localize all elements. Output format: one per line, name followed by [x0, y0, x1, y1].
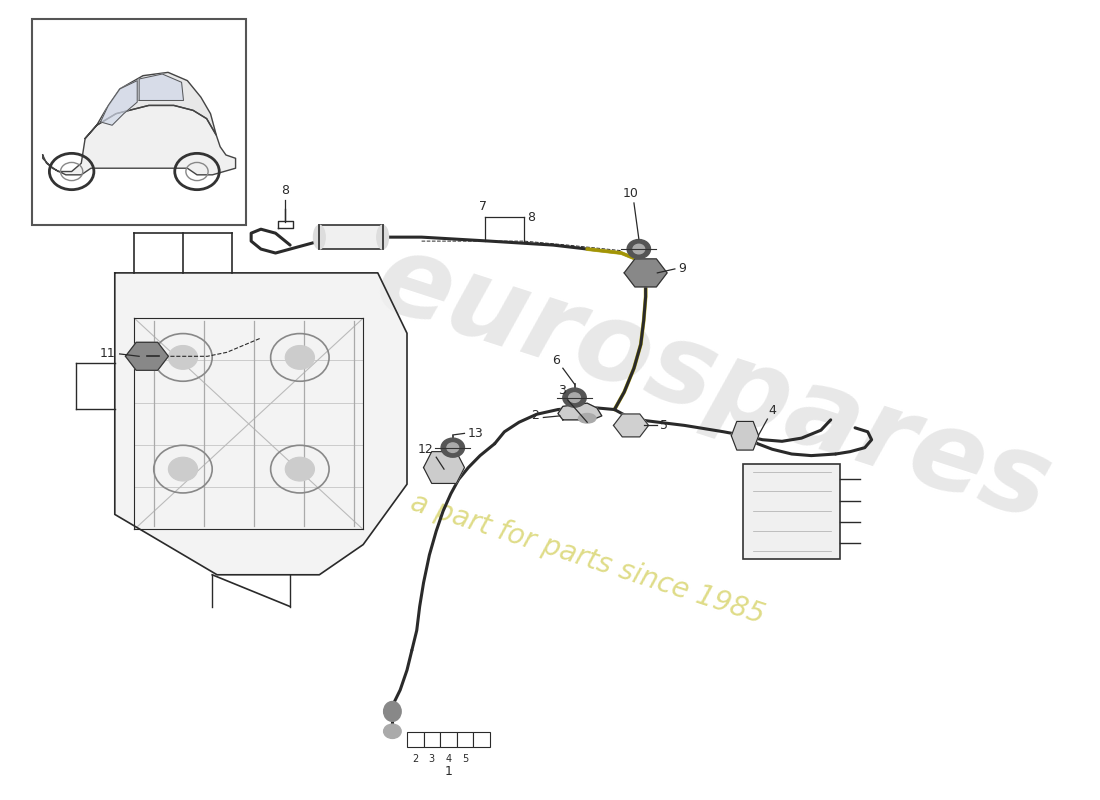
Ellipse shape	[384, 724, 402, 738]
Text: 10: 10	[623, 186, 639, 200]
Text: 4: 4	[446, 754, 451, 763]
Text: 11: 11	[100, 347, 116, 361]
Bar	[32, 18, 246, 226]
Polygon shape	[85, 72, 217, 138]
Circle shape	[285, 457, 315, 481]
Polygon shape	[100, 81, 138, 126]
Text: 1: 1	[444, 765, 452, 778]
Text: 5: 5	[660, 419, 668, 432]
Text: 3: 3	[558, 384, 565, 397]
Text: a part for parts since 1985: a part for parts since 1985	[407, 488, 768, 630]
Bar	[440, 732, 456, 747]
Circle shape	[441, 438, 464, 457]
Text: 9: 9	[678, 262, 685, 275]
Polygon shape	[424, 452, 464, 483]
Ellipse shape	[377, 226, 388, 249]
Ellipse shape	[314, 226, 326, 249]
Polygon shape	[614, 414, 649, 437]
Polygon shape	[558, 403, 602, 420]
Bar	[319, 226, 383, 249]
Circle shape	[447, 443, 459, 453]
Polygon shape	[114, 273, 407, 574]
Text: 7: 7	[478, 199, 487, 213]
Ellipse shape	[579, 414, 596, 423]
Text: 2: 2	[531, 410, 539, 422]
Text: 2: 2	[412, 754, 418, 763]
Ellipse shape	[384, 702, 402, 722]
Bar	[407, 732, 424, 747]
Circle shape	[168, 457, 198, 481]
Bar	[742, 463, 840, 559]
Circle shape	[569, 393, 581, 402]
Circle shape	[285, 346, 315, 370]
Text: 3: 3	[429, 754, 434, 763]
Text: 5: 5	[462, 754, 469, 763]
Polygon shape	[732, 422, 759, 450]
Text: 12: 12	[418, 442, 433, 456]
Bar	[424, 732, 440, 747]
Circle shape	[563, 388, 586, 407]
Polygon shape	[139, 74, 184, 101]
Text: eurospares: eurospares	[363, 225, 1065, 543]
Circle shape	[632, 244, 645, 254]
Bar	[473, 732, 490, 747]
Polygon shape	[125, 342, 168, 370]
Polygon shape	[43, 106, 235, 175]
Text: 4: 4	[769, 404, 777, 417]
Bar	[456, 732, 473, 747]
Circle shape	[168, 346, 198, 370]
Text: 8: 8	[527, 210, 535, 224]
Text: 6: 6	[552, 354, 560, 366]
Circle shape	[627, 239, 650, 258]
Text: 13: 13	[468, 427, 483, 440]
Polygon shape	[624, 259, 667, 287]
Text: 8: 8	[282, 184, 289, 197]
